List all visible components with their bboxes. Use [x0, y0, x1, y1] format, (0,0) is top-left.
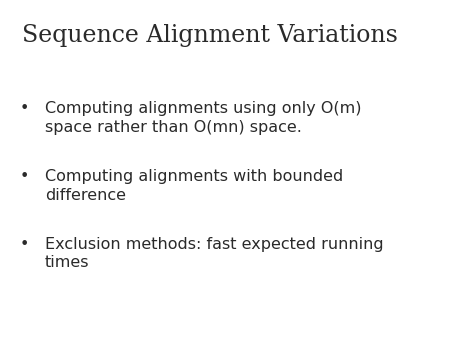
Text: Computing alignments using only O(m)
space rather than O(mn) space.: Computing alignments using only O(m) spa… — [45, 101, 361, 135]
Text: Sequence Alignment Variations: Sequence Alignment Variations — [22, 24, 398, 47]
Text: •: • — [20, 237, 29, 251]
Text: •: • — [20, 169, 29, 184]
Text: Exclusion methods: fast expected running
times: Exclusion methods: fast expected running… — [45, 237, 383, 270]
Text: •: • — [20, 101, 29, 116]
Text: Computing alignments with bounded
difference: Computing alignments with bounded differ… — [45, 169, 343, 202]
